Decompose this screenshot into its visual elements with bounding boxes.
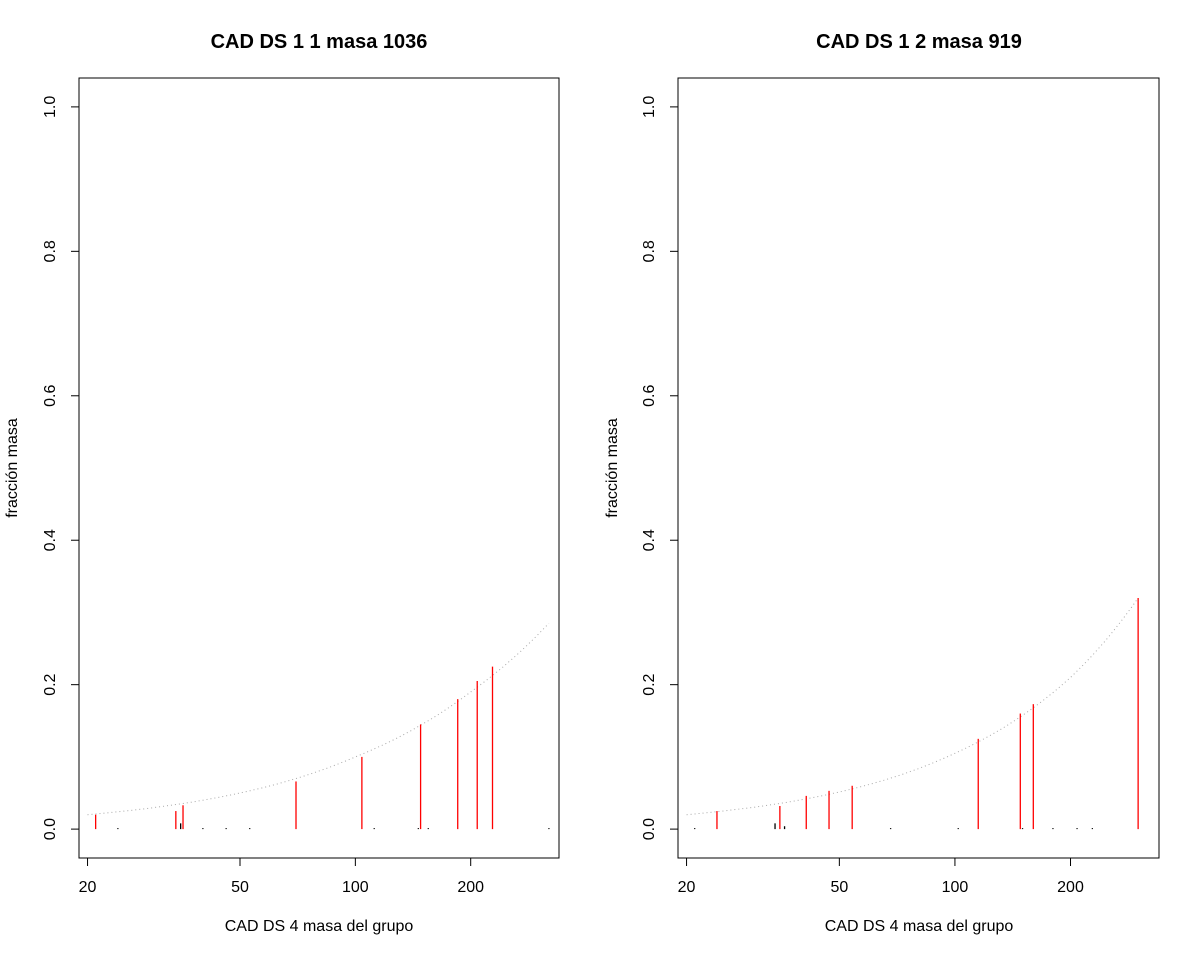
y-tick-label: 1.0	[42, 96, 59, 118]
x-tick-label: 20	[678, 879, 696, 896]
y-tick-label: 0.4	[641, 529, 658, 551]
y-axis-label: fracción masa	[4, 418, 21, 518]
x-axis-label: CAD DS 4 masa del grupo	[825, 918, 1014, 935]
y-tick-label: 0.0	[641, 818, 658, 840]
x-tick-label: 200	[1057, 879, 1084, 896]
y-tick-label: 0.2	[42, 673, 59, 695]
x-axis-label: CAD DS 4 masa del grupo	[225, 918, 414, 935]
y-tick-label: 0.8	[641, 240, 658, 262]
y-axis-label: fracción masa	[604, 418, 621, 518]
plot-frame	[78, 77, 560, 859]
x-tick-label: 200	[457, 879, 484, 896]
x-tick-label: 20	[79, 879, 97, 896]
x-tick-label: 50	[231, 879, 249, 896]
y-tick-label: 0.8	[42, 240, 59, 262]
x-tick-label: 50	[830, 879, 848, 896]
y-tick-label: 0.6	[42, 385, 59, 407]
y-tick-label: 1.0	[641, 96, 658, 118]
x-tick-label: 100	[342, 879, 369, 896]
x-tick-label: 100	[942, 879, 969, 896]
y-tick-label: 0.4	[42, 529, 59, 551]
plot-frame	[677, 77, 1160, 859]
y-tick-label: 0.6	[641, 385, 658, 407]
chart-panel-left: CAD DS 1 1 masa 1036 CAD DS 4 masa del g…	[4, 31, 560, 935]
chart-title: CAD DS 1 2 masa 919	[816, 31, 1022, 53]
chart-panel-right: CAD DS 1 2 masa 919 CAD DS 4 masa del gr…	[604, 31, 1160, 935]
y-tick-label: 0.2	[641, 673, 658, 695]
y-tick-label: 0.0	[42, 818, 59, 840]
chart-title: CAD DS 1 1 masa 1036	[211, 31, 428, 53]
